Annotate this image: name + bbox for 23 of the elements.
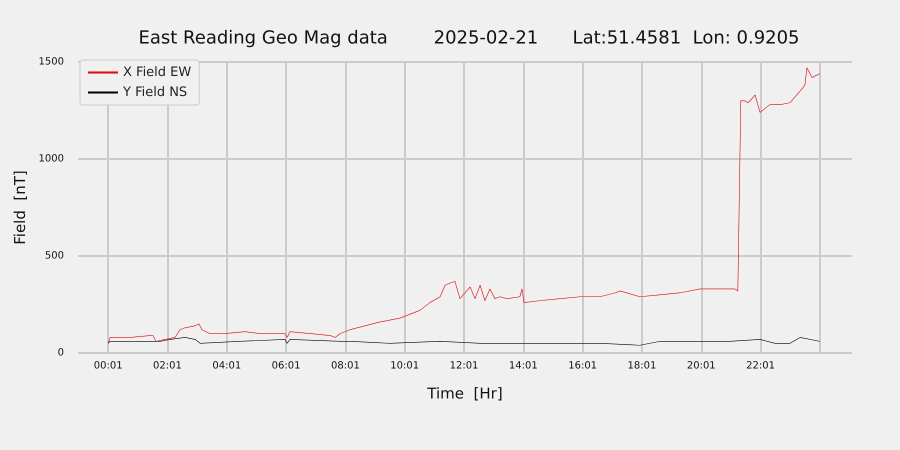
y-axis-title: Field [nT] [11,170,30,245]
x-tick-label: 20:01 [686,360,716,372]
legend-label: Y Field NS [122,85,188,100]
x-tick-label: 02:01 [153,360,182,372]
y-tick-label: 500 [44,250,64,262]
x-tick-label: 12:01 [450,360,478,372]
x-tick-label: 08:01 [330,360,360,372]
y-tick-label: 1500 [38,56,64,68]
x-tick-label: 16:01 [568,360,598,372]
x-tick-label: 22:01 [746,360,775,372]
chart-title: East Reading Geo Mag data 2025-02-21 Lat:51.4581 Lon: 0.9205 [138,28,800,48]
line-series [108,68,820,344]
x-tick-label: 10:01 [390,360,420,372]
legend-label: X Field EW [123,65,192,80]
x-tick-label: 04:01 [212,360,242,372]
y-tick-label: 1000 [38,154,64,164]
x-tick-label: 00:01 [94,360,123,372]
line-series [108,337,820,346]
x-tick-label: 18:01 [628,360,656,372]
x-axis-title: Time [Hr] [426,384,503,402]
x-tick-label: 06:01 [272,360,300,372]
y-tick-label: 0 [58,348,64,358]
x-tick-label: 14:01 [508,360,538,372]
